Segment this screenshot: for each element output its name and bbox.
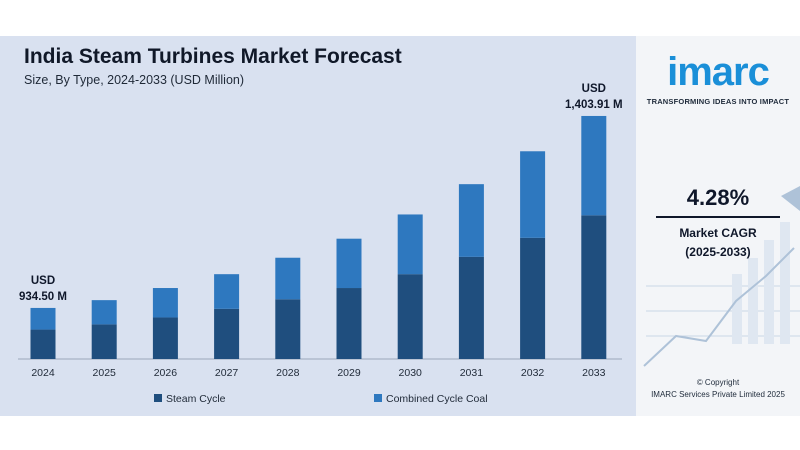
imarc-logo: imarc	[667, 50, 770, 94]
x-tick-label: 2029	[337, 367, 361, 379]
bar-2026-combined-cycle-coal	[152, 288, 178, 318]
bar-2026-steam-cycle	[152, 317, 178, 359]
x-tick-label: 2024	[31, 367, 55, 379]
bar-2029-steam-cycle	[336, 288, 362, 359]
data-label-2033: USD	[582, 83, 606, 95]
chart-card: India Steam Turbines Market Forecast Siz…	[0, 36, 800, 416]
cagr-label: Market CAGR	[679, 226, 757, 240]
legend-label-combined-cycle-coal: Combined Cycle Coal	[386, 393, 488, 405]
data-label-2024: USD	[31, 275, 55, 287]
x-tick-label: 2032	[521, 367, 545, 379]
cagr-period: (2025-2033)	[685, 245, 751, 259]
data-label-2033: 1,403.91 M	[565, 99, 623, 111]
bar-2028-combined-cycle-coal	[275, 257, 301, 300]
info-panel: imarc TRANSFORMING IDEAS INTO IMPACT 4.2…	[636, 36, 800, 416]
bar-2033-steam-cycle	[581, 215, 607, 359]
chart-title: India Steam Turbines Market Forecast	[24, 45, 402, 68]
bar-2032-steam-cycle	[520, 237, 546, 359]
background-graph-decoration	[643, 186, 800, 367]
legend-swatch-combined-cycle-coal	[374, 394, 382, 402]
bar-2024-combined-cycle-coal	[30, 307, 56, 330]
bar-2030-steam-cycle	[397, 274, 423, 359]
x-tick-label: 2026	[154, 367, 178, 379]
bar-2033-combined-cycle-coal	[581, 115, 607, 216]
copyright-notice: © Copyright	[696, 378, 740, 387]
bar-chart: 2024 2025 2026 2027 2028 2029 2030 2031 2032 2033…	[18, 83, 623, 405]
x-tick-label: 2028	[276, 367, 300, 379]
x-tick-label: 2033	[582, 367, 606, 379]
bar-2025-combined-cycle-coal	[91, 300, 117, 325]
bar-2025-steam-cycle	[91, 324, 117, 359]
x-tick-label: 2025	[93, 367, 117, 379]
bar-2024-steam-cycle	[30, 329, 56, 359]
logo-tagline: TRANSFORMING IDEAS INTO IMPACT	[646, 97, 790, 106]
bar-2027-steam-cycle	[214, 308, 240, 359]
chart-subtitle: Size, By Type, 2024-2033 (USD Million)	[24, 73, 245, 87]
x-tick-label: 2030	[399, 367, 423, 379]
bar-2032-combined-cycle-coal	[520, 151, 546, 238]
bar-2031-steam-cycle	[458, 256, 484, 359]
bar-2030-combined-cycle-coal	[397, 214, 423, 275]
legend-label-steam-cycle: Steam Cycle	[166, 393, 226, 405]
x-tick-label: 2031	[460, 367, 484, 379]
cagr-divider	[656, 216, 780, 218]
bar-2031-combined-cycle-coal	[458, 184, 484, 257]
bar-2029-combined-cycle-coal	[336, 238, 362, 289]
cagr-value: 4.28%	[686, 185, 750, 210]
company-name: IMARC Services Private Limited 2025	[651, 390, 785, 399]
bar-2028-steam-cycle	[275, 299, 301, 359]
legend-swatch-steam-cycle	[154, 394, 162, 402]
x-tick-label: 2027	[215, 367, 239, 379]
bar-2027-combined-cycle-coal	[214, 274, 240, 309]
data-label-2024: 934.50 M	[19, 291, 67, 303]
